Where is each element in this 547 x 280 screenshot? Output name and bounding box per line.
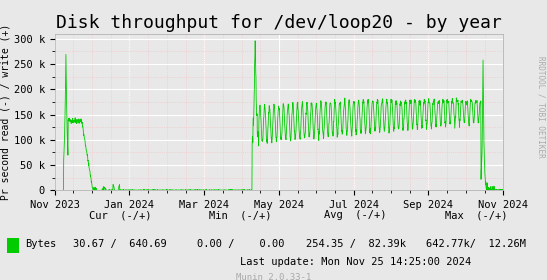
Y-axis label: Pr second read (-) / write (+): Pr second read (-) / write (+) bbox=[1, 24, 11, 200]
Text: 0.00 /    0.00: 0.00 / 0.00 bbox=[197, 239, 284, 249]
Text: 254.35 /  82.39k: 254.35 / 82.39k bbox=[306, 239, 405, 249]
Text: Max  (-/+): Max (-/+) bbox=[445, 210, 507, 220]
Text: Avg  (-/+): Avg (-/+) bbox=[324, 210, 387, 220]
Text: Min  (-/+): Min (-/+) bbox=[210, 210, 272, 220]
Text: Munin 2.0.33-1: Munin 2.0.33-1 bbox=[236, 273, 311, 280]
Text: 642.77k/  12.26M: 642.77k/ 12.26M bbox=[426, 239, 526, 249]
Text: Last update: Mon Nov 25 14:25:00 2024: Last update: Mon Nov 25 14:25:00 2024 bbox=[240, 257, 471, 267]
Text: Bytes: Bytes bbox=[25, 239, 56, 249]
Text: Cur  (-/+): Cur (-/+) bbox=[89, 210, 152, 220]
Text: 30.67 /  640.69: 30.67 / 640.69 bbox=[73, 239, 167, 249]
Title: Disk throughput for /dev/loop20 - by year: Disk throughput for /dev/loop20 - by yea… bbox=[56, 14, 502, 32]
Text: RRDTOOL / TOBI OETIKER: RRDTOOL / TOBI OETIKER bbox=[537, 55, 545, 157]
